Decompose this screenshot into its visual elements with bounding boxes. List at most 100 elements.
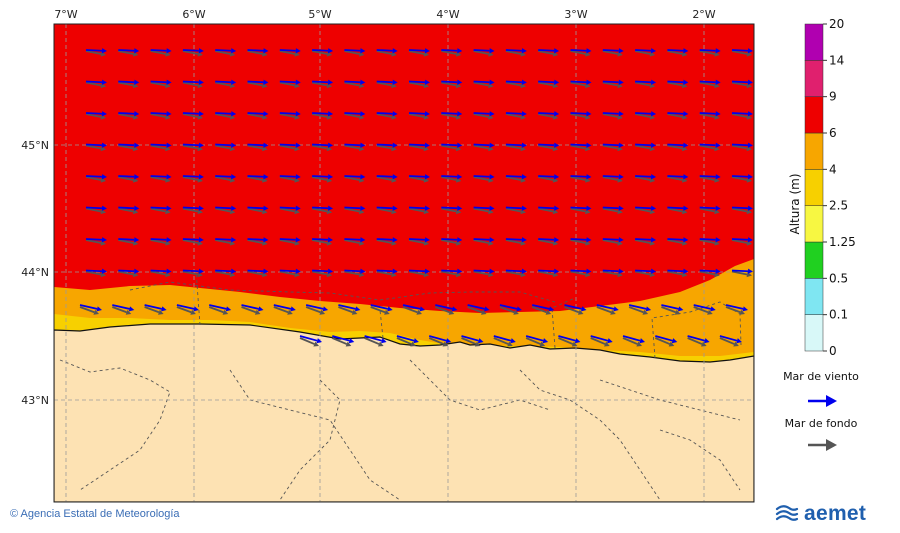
wind-sea-arrow	[435, 304, 458, 312]
colorbar-swatch	[804, 169, 824, 206]
wind-sea-arrow	[85, 237, 107, 243]
swell-arrow	[693, 306, 713, 315]
colorbar-swatch	[804, 132, 824, 170]
wind-sea-arrow	[376, 79, 398, 85]
swell-arrow	[654, 337, 675, 347]
swell-arrow	[661, 306, 681, 315]
wind-sea-arrow	[338, 304, 361, 312]
wind-sea-arrow	[376, 205, 398, 211]
wind-sea-arrow	[312, 111, 334, 117]
swell-arrow	[241, 306, 261, 315]
wind-sea-arrow	[273, 304, 296, 312]
wind-sea-arrow	[667, 111, 689, 117]
wind-sea-arrow	[182, 48, 204, 54]
wind-sea-arrow	[667, 205, 689, 211]
wind-sea-arrow	[532, 304, 555, 312]
wind-sea-arrow	[118, 111, 140, 117]
map-area	[54, 24, 754, 502]
wind-sea-arrow	[473, 205, 495, 211]
wind-sea-arrow	[176, 304, 199, 312]
wind-sea-arrow	[731, 142, 753, 148]
wind-sea-arrow	[344, 111, 366, 117]
wind-sea-arrow	[602, 205, 624, 211]
latitude-labels: 45°N 44°N 43°N	[21, 139, 49, 407]
wind-sea-arrow	[344, 142, 366, 148]
wind-sea-arrow	[376, 268, 398, 274]
wind-sea-arrow	[118, 142, 140, 148]
colorbar-level-label: 4	[829, 162, 837, 176]
wind-sea-arrow	[247, 79, 269, 85]
wind-sea-arrow	[182, 142, 204, 148]
wind-sea-arrow	[85, 111, 107, 117]
wind-sea-arrow	[182, 111, 204, 117]
wind-sea-arrow	[279, 268, 301, 274]
wind-sea-arrow	[467, 304, 490, 312]
lat-label-44n: 44°N	[21, 266, 49, 279]
wind-sea-arrow	[667, 268, 689, 274]
wind-sea-arrow	[408, 48, 430, 54]
wind-sea-arrow	[699, 111, 721, 117]
wind-sea-arrow	[693, 304, 716, 312]
wind-sea-arrow	[279, 205, 301, 211]
wind-sea-arrow	[370, 304, 393, 312]
lon-label-5w: 5°W	[308, 8, 331, 21]
wind-sea-arrow	[473, 79, 495, 85]
wind-sea-arrow	[247, 142, 269, 148]
wind-sea-arrow	[570, 205, 592, 211]
wind-sea-arrow	[312, 237, 334, 243]
swell-arrow	[531, 306, 552, 315]
colorbar-title: Altura (m)	[788, 173, 802, 234]
wind-sea-arrow	[441, 48, 463, 54]
wind-sea-arrow	[376, 142, 398, 148]
wind-sea-arrow	[215, 111, 237, 117]
wind-sea-arrow	[305, 304, 329, 312]
wind-sea-arrow	[687, 335, 710, 344]
wind-sea-arrow	[596, 304, 619, 312]
swell-arrow	[273, 306, 293, 315]
wind-sea-arrow	[538, 48, 560, 54]
swell-arrow	[687, 337, 707, 347]
wind-sea-arrow	[279, 48, 301, 54]
wind-sea-arrow	[699, 48, 721, 54]
wind-sea-arrow	[505, 142, 527, 148]
aemet-swirl-icon	[775, 505, 799, 521]
wind-sea-arrow	[279, 237, 301, 243]
wind-sea-arrow	[538, 237, 560, 243]
swell-arrow	[719, 337, 739, 347]
wind-sea-arrow	[667, 142, 689, 148]
wind-sea-arrow	[215, 79, 237, 85]
wind-sea-arrow	[85, 79, 107, 85]
wave-direction-arrows	[79, 48, 753, 347]
wind-sea-arrow	[441, 237, 463, 243]
wind-sea-arrow	[279, 79, 301, 85]
wind-sea-arrow	[667, 48, 689, 54]
wind-sea-arrow	[85, 268, 107, 274]
wind-sea-arrow	[570, 237, 592, 243]
wind-sea-arrow	[279, 111, 301, 117]
wind-sea-arrow	[699, 237, 721, 243]
land-mass	[54, 323, 754, 502]
swell-arrow	[434, 306, 455, 315]
colorbar-level-label: 2.5	[829, 199, 848, 213]
wind-sea-arrow	[144, 304, 167, 312]
wind-sea-arrow	[247, 48, 269, 54]
wind-sea-arrow	[628, 304, 652, 312]
colorbar-level-label: 6	[829, 126, 837, 140]
wind-sea-arrow	[402, 304, 425, 312]
wind-sea-arrow	[396, 335, 419, 344]
wind-sea-arrow	[538, 79, 560, 85]
wind-sea-arrow	[150, 174, 172, 180]
wind-sea-arrow	[376, 48, 398, 54]
wind-sea-arrow	[408, 268, 430, 274]
wind-sea-arrow	[312, 79, 334, 85]
wind-sea-arrow	[473, 237, 495, 243]
wind-sea-arrow	[635, 174, 657, 180]
wind-sea-arrow	[215, 205, 237, 211]
lon-label-3w: 3°W	[564, 8, 587, 21]
wind-sea-arrow	[635, 142, 657, 148]
wind-sea-arrow	[209, 304, 232, 312]
wind-sea-arrow	[279, 174, 301, 180]
swell-arrow	[305, 306, 326, 315]
wind-sea-arrow	[667, 79, 689, 85]
wind-sea-arrow	[538, 268, 560, 274]
